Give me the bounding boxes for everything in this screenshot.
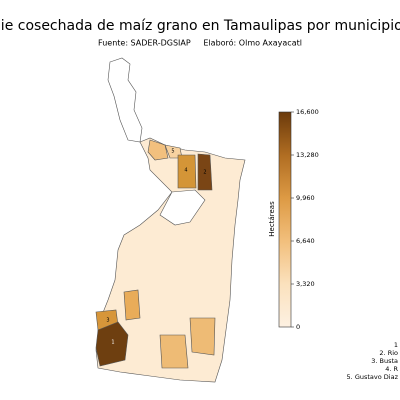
colorbar-label: Hectáreas — [268, 201, 276, 237]
legend-item: 2. Rio — [379, 349, 398, 357]
colorbar — [278, 111, 292, 328]
region — [197, 153, 213, 191]
map-label: 5 — [171, 149, 174, 155]
legend-item: 5. Gustavo Diaz — [347, 373, 399, 381]
map-label: 3 — [106, 318, 109, 324]
legend-item: 3. Busta — [371, 357, 398, 365]
region — [107, 57, 143, 143]
map-label: 1 — [111, 340, 114, 346]
colorbar-tick-label: 6,640 — [296, 237, 315, 245]
region — [147, 139, 169, 161]
map-label: 4 — [184, 168, 187, 174]
region — [159, 334, 189, 369]
legend-item: 4. R — [385, 365, 398, 373]
colorbar-tick-label: 9,960 — [296, 194, 315, 202]
region — [95, 321, 129, 367]
colorbar-tick-label: 16,600 — [296, 108, 319, 116]
map — [95, 57, 246, 383]
region — [177, 154, 197, 189]
region — [159, 189, 206, 226]
region — [123, 289, 141, 321]
colorbar-tick-label: 0 — [296, 323, 300, 331]
subtitle: Fuente: SADER-DGSIAP Elaboró: Olmo Axaya… — [98, 38, 302, 48]
region — [189, 317, 216, 356]
legend-item: 1 — [394, 341, 398, 349]
colorbar-tick-label: 13,280 — [296, 151, 319, 159]
title: rficie cosechada de maíz grano en Tamaul… — [0, 18, 400, 34]
colorbar-tick-label: 3,320 — [296, 280, 315, 288]
map-label: 2 — [203, 170, 206, 176]
